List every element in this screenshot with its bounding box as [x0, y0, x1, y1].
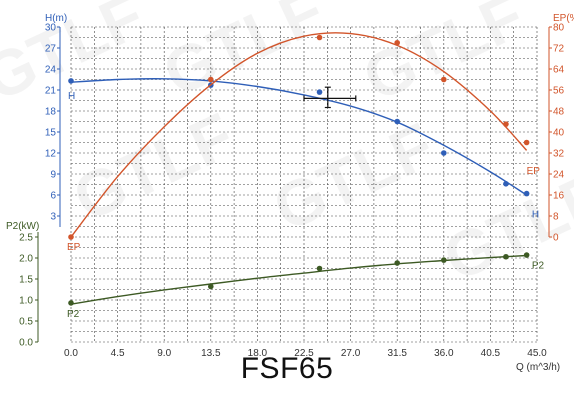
p2-axis-tick-label: 2.5 — [19, 233, 33, 244]
h-data-point — [394, 118, 401, 125]
x-axis-tick-label: 36.0 — [434, 348, 454, 359]
ep-series-label-end: EP — [527, 166, 541, 177]
h-data-point — [316, 89, 323, 95]
h-axis-tick-label: 21 — [45, 86, 57, 97]
h-data-point — [503, 181, 509, 187]
ep-axis-label: EP(%) — [553, 13, 574, 24]
x-axis-tick-label: 45.0 — [527, 348, 547, 359]
ep-data-point — [523, 139, 530, 146]
p2-data-point — [68, 300, 74, 306]
h-curve — [70, 78, 527, 196]
ep-data-point — [441, 76, 447, 83]
h-axis-tick-label: 12 — [45, 149, 57, 160]
x-axis-tick-label: 4.5 — [111, 348, 125, 359]
chart-title: FSF65 — [240, 352, 334, 385]
ep-axis-tick-label: 40 — [553, 128, 565, 139]
x-axis-tick-label: 9.0 — [157, 348, 171, 359]
ep-data-point — [394, 39, 401, 46]
h-series-label-end: H — [532, 209, 539, 220]
h-axis-tick-label: 27 — [45, 44, 57, 55]
x-axis-tick-label: 22.5 — [294, 348, 314, 359]
h-axis-tick-label: 15 — [45, 128, 57, 139]
p2-axis-tick-label: 1.0 — [19, 296, 33, 307]
p2-data-point — [503, 253, 509, 260]
p2-series-label-start: P2 — [67, 309, 80, 320]
ep-axis-tick-label: 48 — [553, 107, 565, 118]
ep-axis-tick-label: 24 — [553, 170, 565, 181]
h-axis-tick-label: 9 — [50, 170, 56, 181]
ep-axis-tick-label: 56 — [553, 86, 565, 97]
p2-axis-tick-label: 0.0 — [19, 338, 33, 349]
p2-axis-tick-label: 0.5 — [19, 317, 33, 328]
ep-axis-tick-label: 72 — [553, 44, 565, 55]
p2-series-label-end: P2 — [532, 261, 545, 272]
ep-axis-tick-label: 8 — [553, 212, 559, 223]
h-axis-label: H(m) — [45, 13, 67, 24]
ep-series-label-start: EP — [67, 242, 81, 253]
p2-curve — [70, 254, 527, 305]
ep-axis-tick-label: 0 — [553, 233, 559, 244]
p2-axis-tick-label: 1.5 — [19, 275, 33, 286]
x-axis-tick-label: 27.0 — [341, 348, 361, 359]
h-axis-tick-label: 18 — [45, 107, 57, 118]
p2-data-point — [316, 265, 323, 272]
ep-axis-tick-label: 64 — [553, 65, 565, 76]
h-axis-tick-label: 3 — [50, 212, 56, 223]
x-axis-tick-label: 0.0 — [64, 348, 78, 359]
h-data-point — [68, 78, 74, 84]
x-axis-tick-label: 40.5 — [481, 348, 501, 359]
x-axis-tick-label: 18.0 — [248, 348, 268, 359]
p2-data-point — [208, 283, 214, 290]
ep-axis-tick-label: 80 — [553, 23, 565, 34]
ep-data-point — [316, 34, 323, 41]
p2-axis-label: P2(kW) — [6, 221, 39, 232]
h-data-point — [523, 190, 530, 197]
h-axis-tick-label: 24 — [45, 65, 57, 76]
ep-data-point — [503, 121, 509, 127]
ep-data-point — [68, 234, 74, 240]
p2-axis-tick-label: 2.0 — [19, 254, 33, 265]
ep-axis-tick-label: 16 — [553, 191, 565, 202]
h-series-label-start: H — [68, 91, 75, 102]
x-axis-tick-label: 13.5 — [201, 348, 221, 359]
ep-data-point — [208, 76, 214, 83]
h-axis-tick-label: 30 — [45, 23, 57, 34]
h-data-point — [441, 150, 447, 156]
h-axis-tick-label: 6 — [50, 191, 56, 202]
x-axis-tick-label: 31.5 — [387, 348, 407, 359]
ep-axis-tick-label: 32 — [553, 149, 565, 160]
x-axis-label: Q (m^3/h) — [516, 362, 560, 373]
ep-curve — [70, 32, 528, 238]
p2-data-point — [441, 257, 447, 263]
p2-data-point — [394, 260, 401, 266]
p2-data-point — [523, 252, 530, 258]
